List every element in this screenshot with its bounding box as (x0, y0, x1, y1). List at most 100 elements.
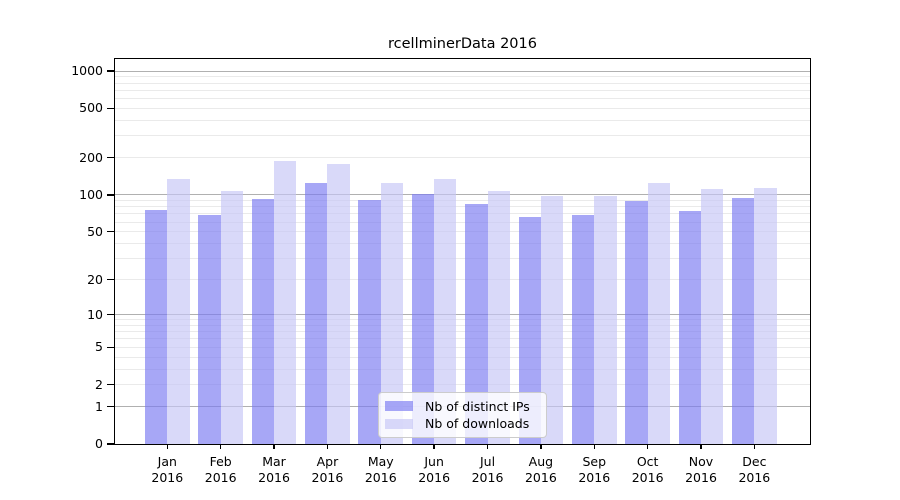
y-axis-tick (107, 278, 115, 281)
x-tick-label-jun: Jun 2016 (418, 454, 451, 485)
x-tick-label-nov: Nov 2016 (685, 454, 717, 485)
x-axis-tick (219, 444, 222, 449)
gridline-minor (115, 76, 810, 78)
legend-label-downloads: Nb of downloads (425, 416, 530, 432)
y-axis-tick (107, 157, 115, 159)
bar-distinct-ips-mar (251, 198, 275, 444)
x-axis-tick (380, 444, 382, 449)
gridline-minor (115, 324, 810, 326)
x-tick-label-oct: Oct 2016 (631, 454, 664, 485)
y-axis-tick (107, 443, 115, 445)
y-axis-tick (107, 107, 115, 110)
gridline-minor (115, 319, 810, 321)
gridline-minor (115, 89, 810, 91)
x-tick-label-sep: Sep 2016 (578, 454, 611, 485)
bar-distinct-ips-sep (571, 215, 595, 444)
gridline-minor (115, 258, 810, 260)
x-tick-label-jan: Jan 2016 (151, 454, 184, 485)
bar-downloads-feb (220, 191, 243, 444)
bar-distinct-ips-jan (145, 210, 168, 444)
bar-downloads-nov (701, 189, 724, 444)
gridline-minor (115, 338, 810, 340)
gridline-minor (115, 231, 810, 233)
gridline-minor (115, 98, 810, 100)
gridline-minor (115, 107, 810, 109)
y-tick-label: 5 (95, 339, 103, 355)
gridline-minor (115, 384, 810, 386)
x-tick-label-aug: Aug 2016 (524, 454, 557, 485)
gridline-minor (115, 206, 810, 208)
chart-title: rcellminerData 2016 (388, 36, 537, 52)
bar-distinct-ips-may (358, 199, 381, 444)
y-axis-tick (107, 231, 115, 233)
bar-downloads-oct (647, 182, 670, 444)
y-tick-label: 500 (79, 100, 103, 116)
y-tick-label: 200 (79, 149, 103, 165)
gridline-minor (115, 243, 810, 245)
gridline-major (115, 70, 810, 72)
gridline-minor (115, 368, 810, 370)
legend: Nb of distinct IPs Nb of downloads (378, 392, 547, 438)
bar-downloads-jun (434, 178, 457, 444)
y-tick-label: 1000 (71, 63, 103, 79)
y-tick-label: 0 (95, 436, 103, 451)
gridline-minor (115, 221, 810, 223)
x-axis-tick (166, 444, 168, 449)
legend-item-downloads: Nb of downloads (385, 416, 540, 431)
bar-distinct-ips-oct (625, 201, 648, 444)
bar-downloads-sep (594, 195, 617, 444)
x-axis-tick (326, 444, 329, 449)
x-tick-label-jul: Jul 2016 (471, 454, 504, 485)
x-axis-tick (753, 444, 756, 449)
bar-downloads-mar (274, 161, 297, 444)
gridline-minor (115, 356, 810, 358)
legend-label-distinct-ips: Nb of distinct IPs (425, 398, 530, 414)
gridline-minor (115, 199, 810, 201)
bar-distinct-ips-feb (198, 214, 221, 444)
gridline-minor (115, 82, 810, 84)
y-axis-tick (107, 383, 115, 386)
gridline-minor (115, 279, 810, 281)
bar-distinct-ips-apr (305, 182, 328, 444)
gridline-minor (115, 135, 810, 137)
y-axis-tick (107, 405, 115, 408)
y-axis-tick (107, 346, 115, 348)
gridline-minor (115, 157, 810, 159)
x-axis-tick (486, 444, 489, 449)
bar-distinct-ips-jun (411, 193, 435, 444)
bar-downloads-dec (754, 187, 777, 444)
x-axis-tick (433, 444, 435, 449)
y-tick-label: 10 (87, 306, 103, 322)
y-tick-label: 2 (95, 376, 103, 392)
x-axis-tick (646, 444, 649, 449)
legend-swatch-distinct-ips-icon (385, 401, 413, 412)
gridline-minor (115, 213, 810, 215)
x-tick-label-apr: Apr 2016 (311, 454, 344, 485)
bar-distinct-ips-jul (465, 203, 488, 444)
bar-downloads-apr (327, 163, 350, 444)
bar-distinct-ips-nov (678, 210, 701, 444)
x-axis-tick (273, 444, 275, 449)
gridline-major (115, 194, 810, 196)
x-axis-tick (540, 444, 542, 449)
y-tick-label: 50 (87, 223, 103, 239)
x-axis-tick (700, 444, 702, 449)
legend-swatch-downloads-icon (385, 418, 413, 429)
x-tick-label-mar: Mar 2016 (258, 454, 290, 485)
x-tick-label-may: May 2016 (364, 454, 397, 485)
y-axis-tick (107, 313, 115, 316)
y-tick-label: 20 (87, 271, 103, 287)
bar-distinct-ips-aug (518, 217, 541, 444)
bar-downloads-may (380, 182, 404, 444)
y-tick-label: 1 (95, 398, 103, 414)
bar-downloads-jan (167, 179, 190, 444)
gridline-minor (115, 331, 810, 333)
legend-item-distinct-ips: Nb of distinct IPs (385, 399, 540, 414)
y-axis-tick (107, 70, 115, 72)
bar-downloads-aug (540, 195, 564, 444)
x-tick-label-feb: Feb 2016 (204, 454, 237, 485)
bar-downloads-jul (487, 190, 510, 444)
plot-area (115, 59, 810, 444)
gridline-minor (115, 346, 810, 348)
